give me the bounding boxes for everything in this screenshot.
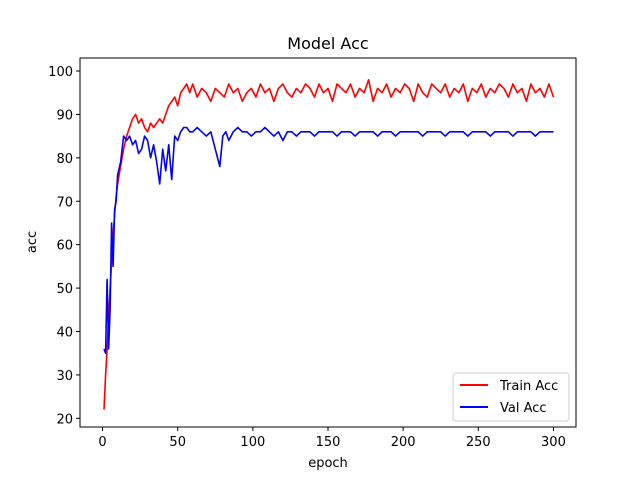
y-axis: 20 30 40 50 60 70 80 90 100	[48, 65, 80, 427]
x-axis: 0 50 100 150 200 250 300	[98, 427, 566, 450]
x-tick-label: 0	[98, 435, 106, 450]
series-layer	[103, 78, 555, 410]
legend-label-train-acc: Train Acc	[499, 379, 558, 394]
y-tick-label: 30	[56, 369, 73, 384]
x-tick-label: 300	[541, 435, 566, 450]
chart-title: Model Acc	[287, 34, 368, 53]
y-tick-label: 70	[56, 195, 73, 210]
x-tick-label: 250	[466, 435, 491, 450]
y-tick-label: 60	[56, 239, 73, 254]
series-line-val-acc	[103, 126, 554, 355]
legend: Train Acc Val Acc	[452, 372, 570, 422]
y-axis-title: acc	[25, 231, 40, 253]
y-tick-label: 90	[56, 108, 73, 123]
x-tick-label: 150	[316, 435, 341, 450]
legend-label-val-acc: Val Acc	[500, 401, 547, 416]
y-tick-label: 50	[56, 282, 73, 297]
plot-frame	[79, 57, 577, 428]
y-tick-label: 20	[56, 412, 73, 427]
x-axis-title: epoch	[308, 456, 348, 471]
x-tick-label: 50	[169, 435, 186, 450]
x-tick-label: 100	[240, 435, 265, 450]
y-tick-label: 40	[56, 325, 73, 340]
series-line-train-acc	[103, 78, 555, 410]
x-tick-label: 200	[391, 435, 416, 450]
y-tick-label: 80	[56, 152, 73, 167]
y-tick-label: 100	[48, 65, 73, 80]
